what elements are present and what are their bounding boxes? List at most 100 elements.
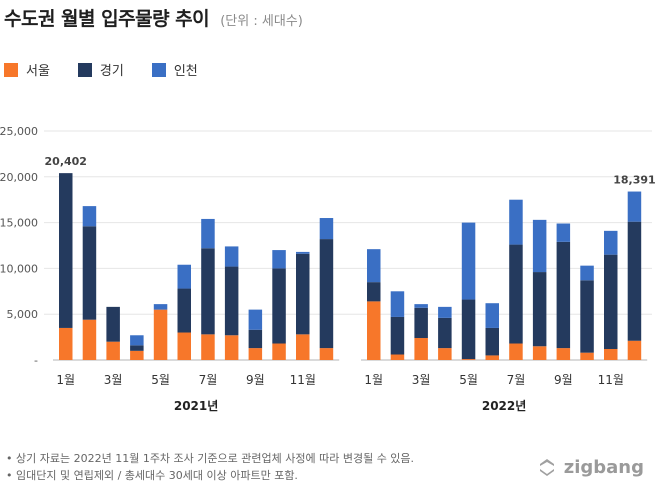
chart-title: 수도권 월별 입주물량 추이 — [4, 8, 210, 30]
legend-label-seoul: 서울 — [26, 64, 50, 79]
bar-incheon — [319, 218, 334, 240]
bar-seoul — [461, 359, 476, 360]
bar-gyeonggi — [438, 317, 452, 349]
bar-gyeonggi — [177, 288, 191, 333]
footnotes: 상기 자료는 2022년 11월 1주차 조사 기준으로 관련업체 사정에 따라… — [6, 450, 414, 484]
bar-incheon — [604, 230, 618, 255]
footnote-2: 임대단지 및 연립제외 / 총세대수 30세대 이상 아파트만 포함. — [6, 467, 414, 484]
legend-swatch-seoul — [4, 62, 18, 77]
bar-incheon — [367, 249, 381, 283]
bar-incheon — [580, 265, 594, 281]
x-tick-label: 9월 — [554, 373, 573, 387]
legend: 서울 경기 인천 — [4, 60, 198, 79]
bar-seoul — [59, 327, 73, 360]
bar-incheon — [532, 219, 547, 273]
bar-seoul — [438, 348, 452, 360]
bar-incheon — [556, 223, 571, 242]
x-tick-label: 1월 — [364, 373, 383, 387]
bar-gyeonggi — [414, 307, 428, 339]
bar-seoul — [390, 354, 405, 360]
bar-gyeonggi — [130, 345, 144, 351]
bar-seoul — [296, 334, 310, 360]
bar-gyeonggi — [367, 282, 381, 302]
legend-item-incheon: 인천 — [151, 60, 198, 79]
bar-incheon — [130, 335, 144, 346]
bar-incheon — [461, 222, 476, 300]
bar-gyeonggi — [390, 316, 405, 355]
bar-incheon — [201, 218, 215, 249]
bar-seoul — [224, 335, 239, 360]
bar-incheon — [414, 304, 428, 308]
bar-seoul — [130, 350, 144, 360]
bar-gyeonggi — [627, 221, 642, 341]
bar-seoul — [485, 355, 499, 360]
chart-unit: (단위 : 세대수) — [220, 14, 303, 29]
bar-gyeonggi — [248, 329, 263, 349]
bar-seoul — [367, 301, 381, 360]
bar-seoul — [106, 341, 120, 360]
bar-gyeonggi — [604, 254, 618, 350]
zigbang-logo-text: zigbang — [563, 456, 644, 478]
bar-gyeonggi — [485, 327, 499, 356]
x-tick-label: 11월 — [290, 373, 316, 387]
bar-gyeonggi — [59, 173, 73, 328]
y-tick-label: 10,000 — [0, 262, 38, 275]
zigbang-logo: zigbang — [536, 456, 644, 478]
year-group-label: 2022년 — [482, 399, 526, 413]
legend-item-seoul: 서울 — [4, 60, 50, 79]
x-tick-label: 3월 — [104, 373, 123, 387]
bar-seoul — [319, 348, 334, 360]
x-tick-label: 11월 — [598, 373, 624, 387]
bar-seoul — [248, 348, 263, 360]
bar-gyeonggi — [106, 306, 120, 342]
data-label: 18,391 — [613, 174, 655, 187]
x-tick-label: 5월 — [459, 373, 478, 387]
bar-incheon — [177, 264, 191, 289]
stacked-bar-chart: - 5,000 10,000 15,000 20,000 25,000 1월 3월 5월 7월 9월… — [0, 125, 656, 413]
bar-gyeonggi — [461, 299, 476, 360]
legend-swatch-incheon — [151, 62, 166, 77]
y-tick-label: 5,000 — [7, 308, 39, 321]
bar-seoul — [272, 343, 286, 360]
x-tick-label: 1월 — [56, 373, 75, 387]
bar-gyeonggi — [556, 241, 571, 349]
bar-seoul — [82, 319, 97, 360]
bar-seoul — [177, 332, 191, 360]
y-tick-label: 25,000 — [0, 125, 38, 138]
y-tick-label: - — [34, 354, 38, 367]
bar-seoul — [627, 340, 642, 360]
bar-gyeonggi — [224, 266, 239, 336]
bar-incheon — [82, 206, 97, 227]
y-tick-label: 20,000 — [0, 171, 38, 184]
bar-seoul — [580, 352, 594, 360]
y-tick-label: 15,000 — [0, 217, 38, 230]
bar-incheon — [296, 251, 310, 254]
bar-gyeonggi — [82, 226, 97, 320]
bar-seoul — [532, 346, 547, 360]
x-tick-label: 9월 — [246, 373, 265, 387]
bar-gyeonggi — [201, 248, 215, 335]
bar-incheon — [272, 250, 286, 269]
legend-label-gyeonggi: 경기 — [99, 64, 124, 79]
footnote-1: 상기 자료는 2022년 11월 1주차 조사 기준으로 관련업체 사정에 따라… — [6, 450, 414, 467]
x-tick-label: 7월 — [199, 373, 218, 387]
bar-seoul — [414, 338, 428, 360]
bar-incheon — [438, 306, 452, 318]
bar-seoul — [604, 349, 618, 360]
bar-gyeonggi — [580, 280, 594, 353]
bar-incheon — [509, 199, 523, 245]
bar-gyeonggi — [532, 272, 547, 347]
bar-seoul — [153, 309, 168, 360]
bar-gyeonggi — [319, 239, 334, 349]
bar-incheon — [153, 304, 168, 310]
x-tick-label: 5월 — [151, 373, 170, 387]
bar-gyeonggi — [509, 244, 523, 344]
bar-incheon — [390, 291, 405, 317]
zigbang-logo-icon — [539, 459, 554, 476]
bar-gyeonggi — [272, 268, 286, 344]
bar-seoul — [509, 343, 523, 360]
legend-swatch-gyeonggi — [77, 62, 92, 77]
x-tick-label: 3월 — [412, 373, 431, 387]
legend-item-gyeonggi: 경기 — [77, 60, 124, 79]
bar-incheon — [248, 309, 263, 330]
